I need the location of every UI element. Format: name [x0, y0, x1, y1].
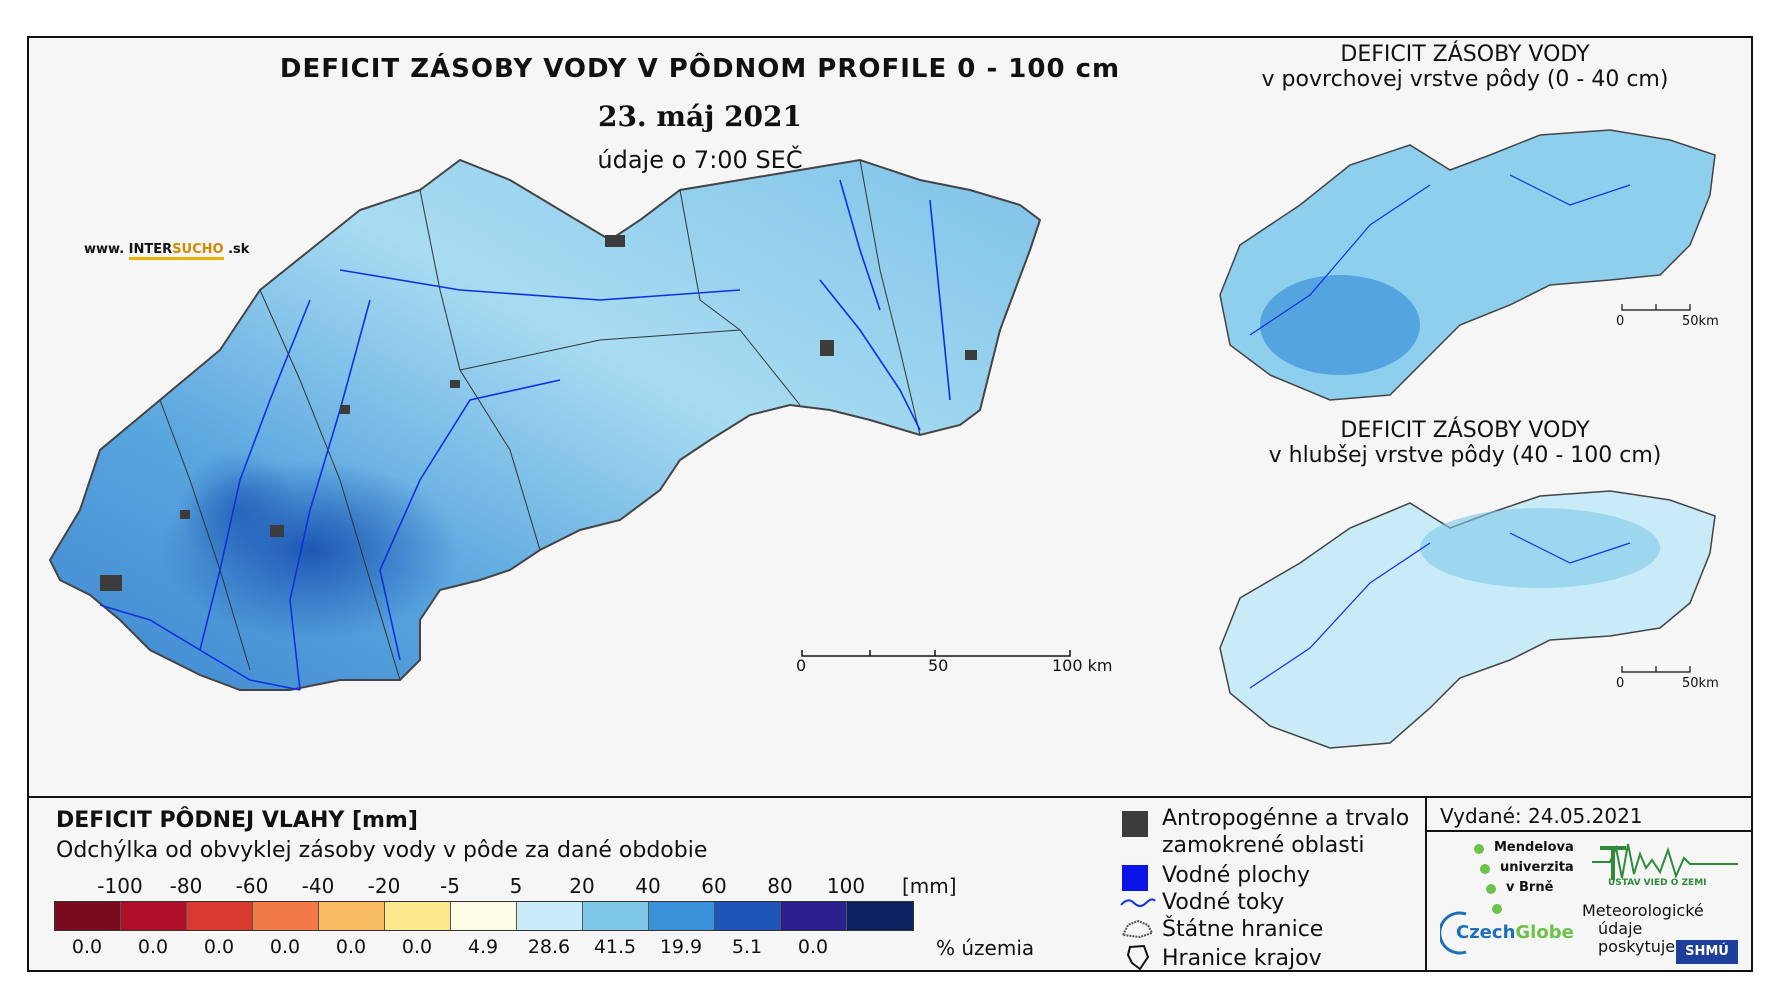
legend-tick-label: 20	[569, 874, 595, 898]
legend-percent-value: 0.0	[71, 936, 103, 958]
small-map-2-title: DEFICIT ZÁSOBY VODY v hlubšej vrstve pôdy…	[1268, 418, 1662, 468]
scale-label-100: 100 km	[1052, 656, 1113, 675]
logo-divider-horizontal	[1425, 830, 1753, 832]
percent-unit: % územia	[936, 936, 1035, 960]
legend-tick-label: -5	[440, 874, 460, 898]
logo-divider-vertical	[1425, 796, 1427, 972]
symbol-label-water: Vodné plochy	[1162, 863, 1310, 888]
map-date: 23. máj 2021	[597, 100, 803, 133]
legend-color-class	[385, 902, 451, 930]
scale-label-0: 0	[796, 656, 807, 675]
legend-percent-value: 0.0	[797, 936, 829, 958]
mendelu-logo: Mendelova univerzita v Brně	[1440, 838, 1590, 968]
region-borders	[159, 159, 921, 681]
map-title: DEFICIT ZÁSOBY VODY V PÔDNOM PROFILE 0 -…	[279, 54, 1121, 84]
river-line-icon	[1120, 898, 1156, 907]
legend-percent-value: 4.9	[467, 936, 499, 958]
legend-divider	[27, 796, 1753, 798]
small-map-1-title: DEFICIT ZÁSOBY VODY v povrchovej vrstve p…	[1261, 42, 1669, 92]
legend-tick-label: -100	[97, 874, 143, 898]
small-map-surface	[1219, 129, 1716, 401]
small-map-deep	[1219, 490, 1716, 749]
scale-label-50: 50	[928, 656, 949, 675]
region-border-icon	[1126, 944, 1150, 971]
issued-date: Vydané: 24.05.2021	[1440, 804, 1643, 828]
map-time: údaje o 7:00 SEČ	[597, 146, 803, 174]
legend-unit: [mm]	[902, 874, 957, 898]
ustav-vied-o-zemi-logo: ÚSTAV VIED O ZEMI	[1590, 840, 1740, 900]
symbol-label-rivers: Vodné toky	[1162, 890, 1285, 915]
legend-percent-value: 19.9	[659, 936, 703, 958]
symbol-label-urban: Antropogénne a trvalo zamokrené oblasti	[1162, 806, 1410, 858]
legend-color-class	[187, 902, 253, 930]
small-map-2-scale-0: 0	[1616, 676, 1625, 691]
legend-title: DEFICIT PÔDNEJ VLAHY [mm]	[56, 808, 418, 833]
small-map-1-scale-bar	[1621, 304, 1691, 311]
legend-percent-value: 0.0	[401, 936, 433, 958]
main-map	[48, 158, 1042, 691]
legend-tick-label: -40	[301, 874, 335, 898]
legend-tick-label: -80	[169, 874, 203, 898]
shmu-logo: SHMÚ	[1676, 940, 1738, 964]
slovakia-outline	[48, 158, 1042, 691]
urban-square-icon	[1122, 811, 1148, 837]
legend-color-class	[55, 902, 121, 930]
rivers	[99, 179, 951, 691]
water-square-icon	[1122, 865, 1148, 891]
legend-tick-label: 100	[826, 874, 866, 898]
legend-color-class	[715, 902, 781, 930]
legend-percent-value: 0.0	[203, 936, 235, 958]
main-scale-bar	[801, 650, 1071, 657]
legend-color-class	[451, 902, 517, 930]
small-map-2-scale-bar	[1621, 666, 1691, 673]
legend-tick-label: -20	[367, 874, 401, 898]
legend-percent-value: 0.0	[137, 936, 169, 958]
legend-color-class	[781, 902, 847, 930]
legend-color-bar	[54, 901, 914, 931]
legend-subtitle: Odchýlka od obvyklej zásoby vody v pôde …	[56, 838, 708, 863]
legend-percent-value: 41.5	[593, 936, 637, 958]
legend-color-class	[121, 902, 187, 930]
symbol-legend: Antropogénne a trvalo zamokrené oblasti V…	[1120, 805, 1420, 971]
meteo-data-provider: Meteorologické údaje poskytuje:	[1582, 901, 1704, 956]
legend-color-class	[649, 902, 715, 930]
czechglobe-logo: CzechGlobe	[1440, 908, 1580, 958]
legend-percent-value: 0.0	[269, 936, 301, 958]
small-map-2-scale-50: 50km	[1682, 676, 1719, 691]
state-border-icon	[1121, 919, 1154, 939]
urban-areas	[100, 235, 977, 591]
legend-color-class	[583, 902, 649, 930]
small-map-1-scale-0: 0	[1616, 314, 1625, 329]
symbol-label-state-border: Štátne hranice	[1162, 917, 1324, 942]
legend-tick-label: 60	[701, 874, 727, 898]
legend-color-class	[319, 902, 385, 930]
legend-color-class	[253, 902, 319, 930]
small-map-1-scale-50: 50km	[1682, 314, 1719, 329]
legend-percent-value: 5.1	[731, 936, 763, 958]
legend-percent-value: 28.6	[527, 936, 571, 958]
legend-percent-value: 0.0	[335, 936, 367, 958]
symbol-label-region-border: Hranice krajov	[1162, 946, 1322, 971]
legend-color-class	[847, 902, 913, 930]
website-link[interactable]: www. INTERSUCHO .sk	[84, 242, 249, 260]
legend-tick-label: 5	[509, 874, 523, 898]
legend-tick-label: -60	[235, 874, 269, 898]
legend-tick-label: 80	[767, 874, 793, 898]
legend-tick-label: 40	[635, 874, 661, 898]
legend-color-class	[517, 902, 583, 930]
